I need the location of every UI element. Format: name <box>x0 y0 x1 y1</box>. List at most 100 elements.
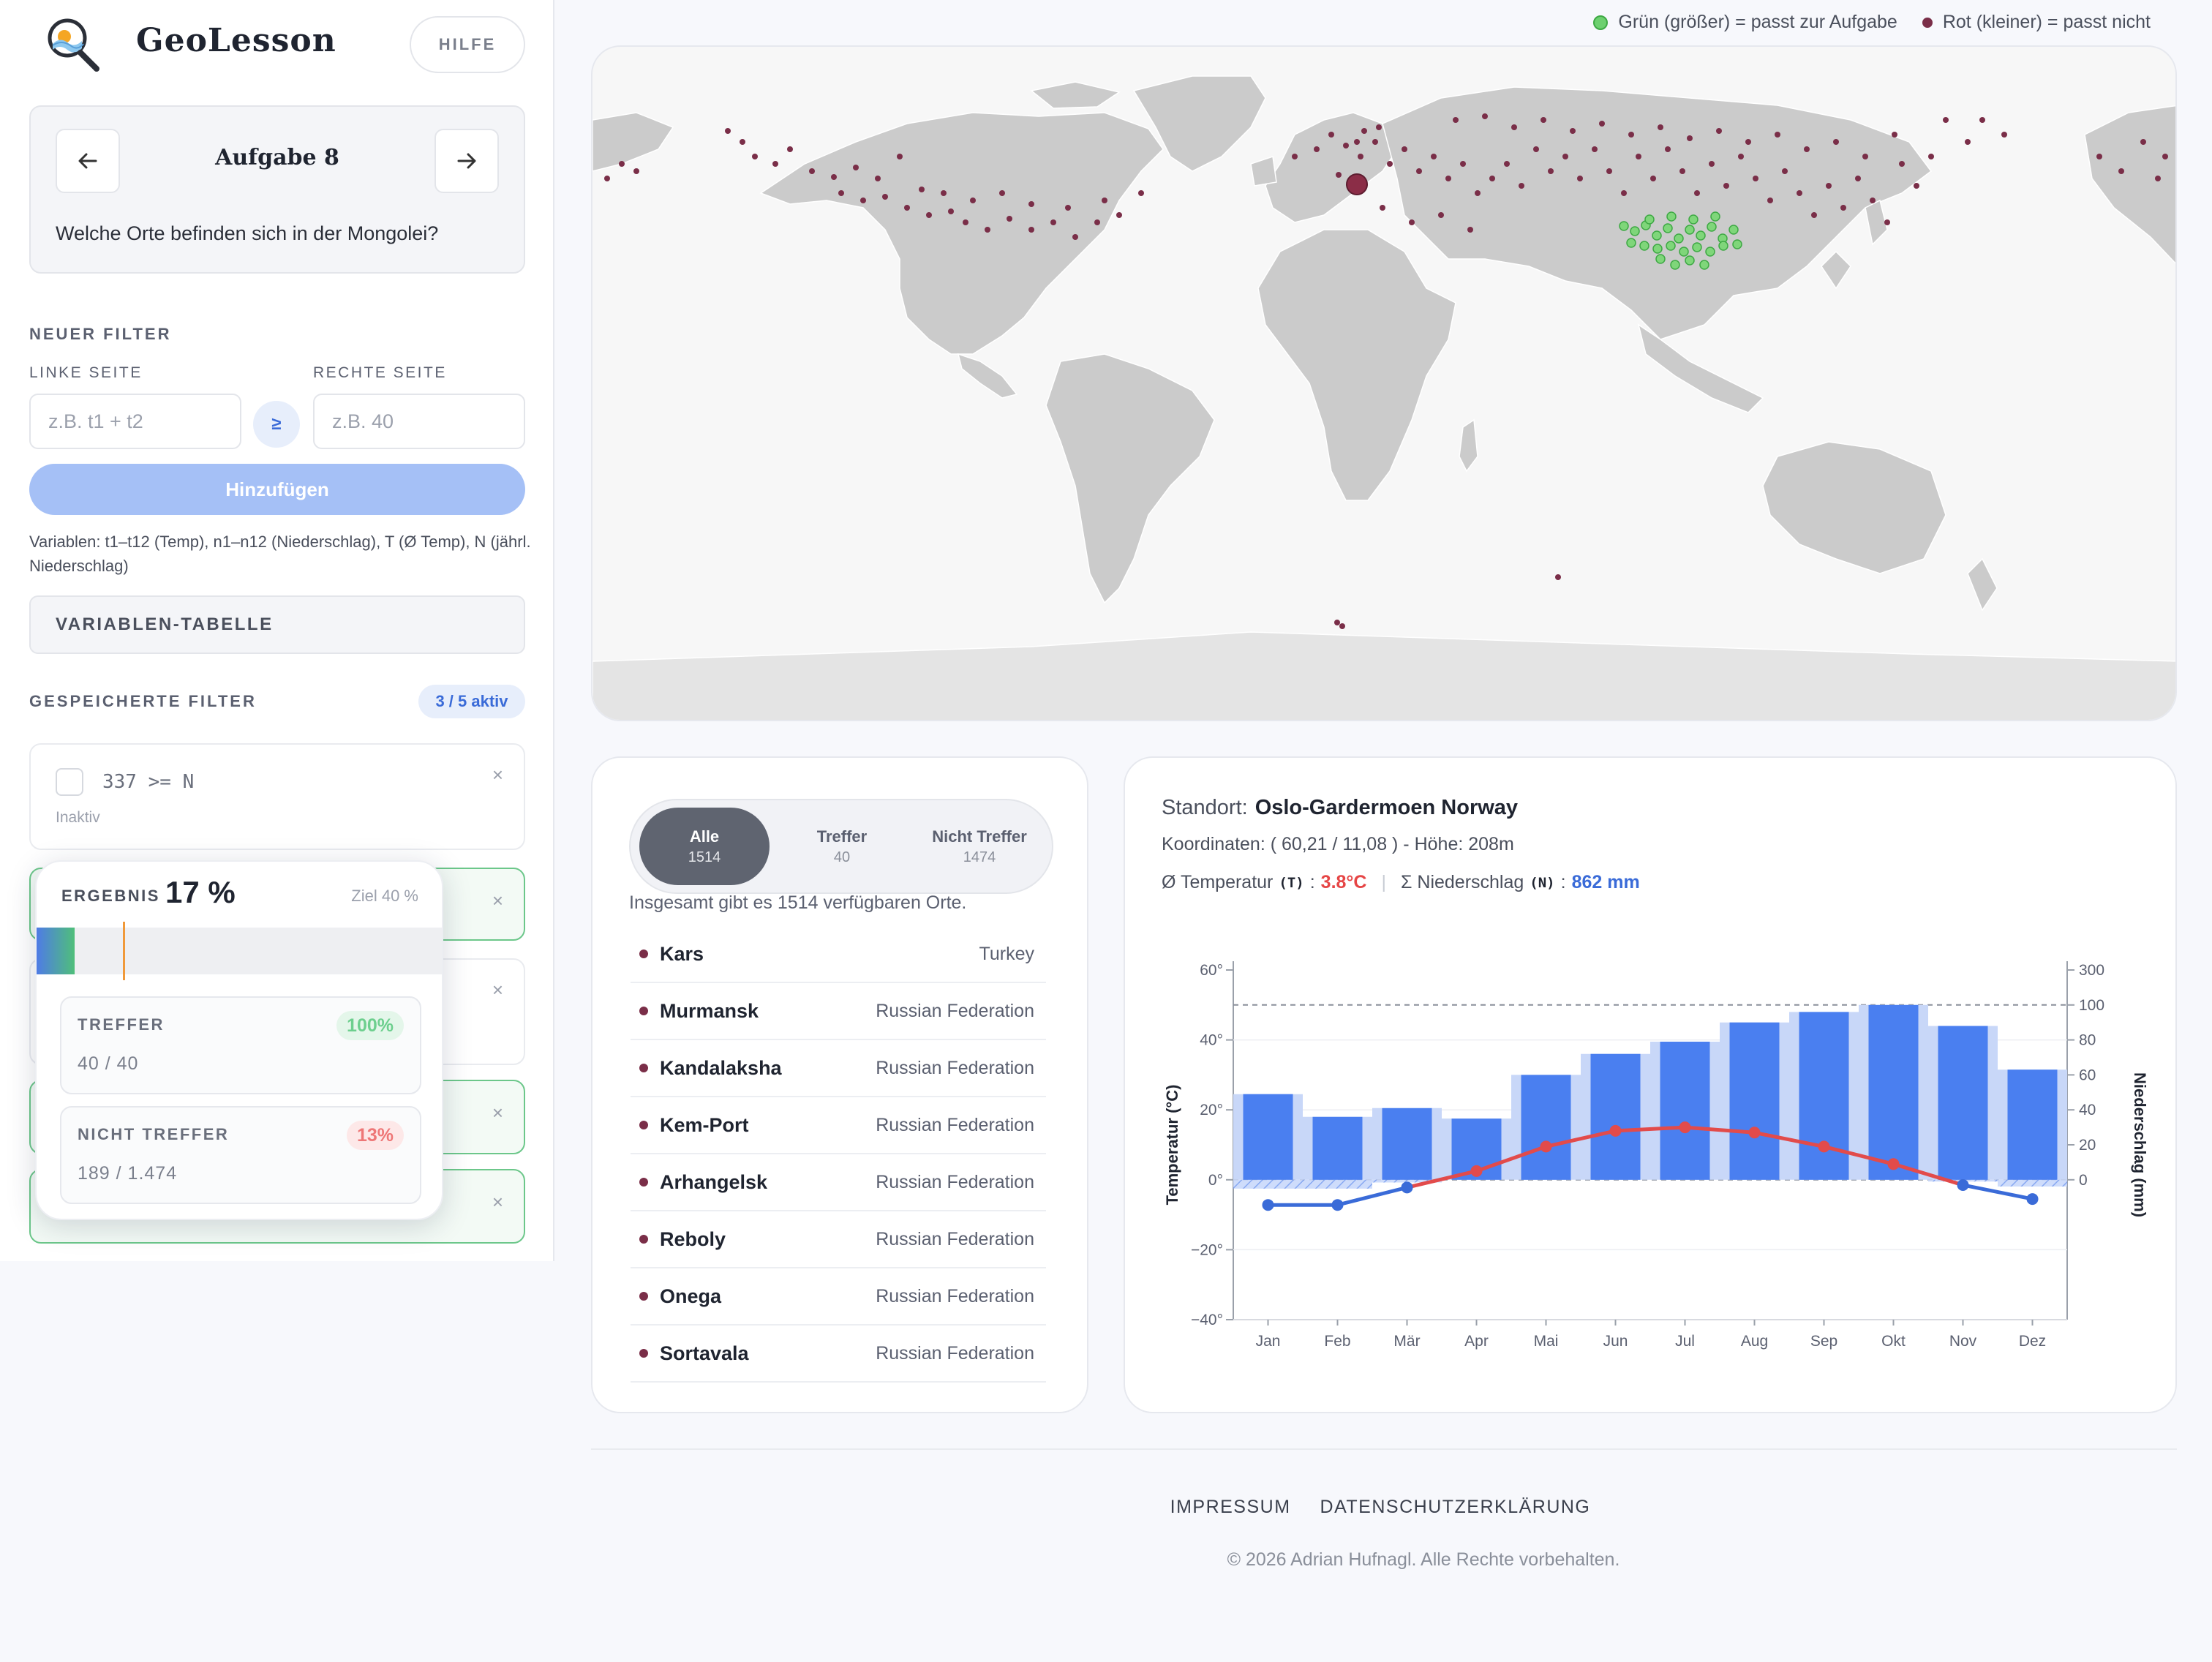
temp-line <box>1336 1185 1409 1207</box>
x-tick-label: Jun <box>1603 1333 1628 1350</box>
precip-area <box>1233 1004 2067 1180</box>
location-name: Murmansk <box>660 999 759 1022</box>
active-count-badge: 3 / 5 aktiv <box>418 685 525 718</box>
app-title: GeoLesson <box>136 22 336 59</box>
y2-tick-label: 100 <box>2079 997 2104 1014</box>
hits-label: TREFFER <box>78 1015 165 1034</box>
temp-point <box>1540 1140 1552 1153</box>
x-tick-label: Mai <box>1534 1333 1559 1350</box>
temp-point <box>1818 1140 1830 1153</box>
misses-percent-badge: 13% <box>346 1121 404 1150</box>
x-tick-label: Jul <box>1675 1333 1695 1350</box>
misses-box: NICHT TREFFER 13% 189 / 1.474 <box>60 1106 421 1204</box>
arrow-left-icon <box>78 153 97 169</box>
tab-all[interactable]: Alle 1514 <box>639 808 770 885</box>
station-stats: Ø Temperatur (T) : 3.8°C | Σ Niederschla… <box>1162 872 1640 892</box>
result-goal: Ziel 40 % <box>351 887 418 905</box>
temp-point <box>1679 1121 1691 1134</box>
temp-point <box>2026 1193 2039 1206</box>
temp-point <box>1887 1158 1900 1170</box>
temp-line <box>1892 1162 1965 1187</box>
temp-label: Ø Temperatur <box>1162 872 1274 892</box>
precip-label: Σ Niederschlag <box>1400 872 1524 892</box>
tab-hits[interactable]: Treffer 40 <box>777 808 907 885</box>
next-task-button[interactable] <box>434 129 499 193</box>
world-map[interactable] <box>591 45 2177 721</box>
remove-filter-icon[interactable]: × <box>492 890 503 911</box>
variables-table-button[interactable]: VARIABLEN-TABELLE <box>29 595 525 654</box>
location-name: Onega <box>660 1285 722 1307</box>
y2-axis-label: Niederschlag (mm) <box>2131 1072 2149 1217</box>
list-item[interactable]: Onega Russian Federation <box>631 1268 1046 1326</box>
precip-bar <box>1590 1053 1641 1180</box>
result-value: 17 % <box>165 875 236 909</box>
prev-task-button[interactable] <box>56 129 120 193</box>
arrow-right-icon <box>457 153 476 169</box>
list-item[interactable]: Kandalaksha Russian Federation <box>631 1040 1046 1097</box>
privacy-link[interactable]: DATENSCHUTZERKLÄRUNG <box>1320 1497 1591 1517</box>
help-button[interactable]: HILFE <box>410 16 525 73</box>
list-item[interactable]: Kem-Port Russian Federation <box>631 1097 1046 1154</box>
list-item[interactable]: Murmansk Russian Federation <box>631 983 1046 1040</box>
bullet-icon <box>639 1064 648 1072</box>
tab-misses[interactable]: Nicht Treffer 1474 <box>914 808 1045 885</box>
new-filter-heading: NEUER FILTER <box>29 325 172 343</box>
precip-tag: (N) <box>1530 874 1555 891</box>
temp-point <box>1331 1199 1344 1211</box>
y2-tick-label: 40 <box>2079 1102 2096 1118</box>
list-item[interactable]: Arhangelsk Russian Federation <box>631 1154 1046 1211</box>
impressum-link[interactable]: IMPRESSUM <box>1170 1497 1291 1517</box>
location-country: Turkey <box>979 943 1034 964</box>
y2-tick-label: 80 <box>2079 1032 2096 1049</box>
location-name: Arhangelsk <box>660 1170 768 1193</box>
location-name: Kars <box>660 942 704 965</box>
remove-filter-icon[interactable]: × <box>492 1102 503 1124</box>
temp-point <box>1470 1165 1483 1177</box>
y-tick-label: −40° <box>1191 1312 1223 1328</box>
right-side-label: RECHTE SEITE <box>313 364 447 381</box>
precip-bar <box>1382 1108 1432 1180</box>
location-country: Russian Federation <box>876 1228 1034 1249</box>
task-question: Welche Orte befinden sich in der Mongole… <box>56 222 439 244</box>
x-tick-label: Apr <box>1464 1333 1489 1350</box>
remove-filter-icon[interactable]: × <box>492 764 503 786</box>
y-tick-label: 0° <box>1208 1172 1223 1189</box>
x-tick-label: Dez <box>2019 1333 2046 1350</box>
legend-red-label: Rot (kleiner) = passt nicht <box>1942 12 2151 32</box>
remove-filter-icon[interactable]: × <box>492 1191 503 1213</box>
red-dot-icon <box>1922 17 1933 28</box>
map-legend: Grün (größer) = passt zur Aufgabe Rot (k… <box>1593 12 2151 33</box>
filter-card: 337 >= N Inaktiv × <box>29 743 525 850</box>
list-item[interactable]: Sortavala Russian Federation <box>631 1326 1046 1383</box>
left-side-input[interactable]: z.B. t1 + t2 <box>29 394 241 449</box>
add-filter-button[interactable]: Hinzufügen <box>29 464 525 515</box>
variables-help-text: Variablen: t1–t12 (Temp), n1–n12 (Nieder… <box>29 533 531 575</box>
non-matching-stations[interactable] <box>604 113 2168 629</box>
precip-bar <box>1312 1116 1363 1180</box>
y2-tick-label: 60 <box>2079 1067 2096 1083</box>
climate-panel: Standort: Oslo-Gardermoen Norway Koordina… <box>1124 756 2177 1413</box>
result-label: ERGEBNIS <box>61 887 160 905</box>
x-tick-label: Mär <box>1393 1333 1420 1350</box>
bullet-icon <box>639 1007 648 1015</box>
temp-value: 3.8°C <box>1320 872 1367 892</box>
right-side-input[interactable]: z.B. 40 <box>313 394 525 449</box>
bullet-icon <box>639 1121 648 1129</box>
world-map-svg[interactable] <box>592 47 2177 721</box>
selected-station-marker[interactable] <box>1346 173 1368 195</box>
y-tick-label: 40° <box>1200 1032 1223 1049</box>
list-item[interactable]: Reboly Russian Federation <box>631 1211 1046 1268</box>
list-item[interactable]: Kars Turkey <box>631 926 1046 983</box>
station-coordinates: Koordinaten: ( 60,21 / 11,08 ) - Höhe: 2… <box>1162 834 1514 854</box>
operator-toggle-button[interactable]: ≥ <box>253 401 300 448</box>
temp-point <box>1748 1127 1761 1139</box>
matching-stations[interactable] <box>1619 211 1742 270</box>
tab-misses-label: Nicht Treffer <box>932 827 1027 846</box>
temp-line <box>1544 1129 1617 1148</box>
filter-checkbox[interactable] <box>56 768 83 796</box>
y-axis-label: Temperatur (°C) <box>1163 1085 1181 1206</box>
remove-filter-icon[interactable]: × <box>492 979 503 1001</box>
y2-tick-label: 20 <box>2079 1137 2096 1154</box>
bullet-icon <box>639 950 648 958</box>
filter-status: Inaktiv <box>56 809 100 826</box>
